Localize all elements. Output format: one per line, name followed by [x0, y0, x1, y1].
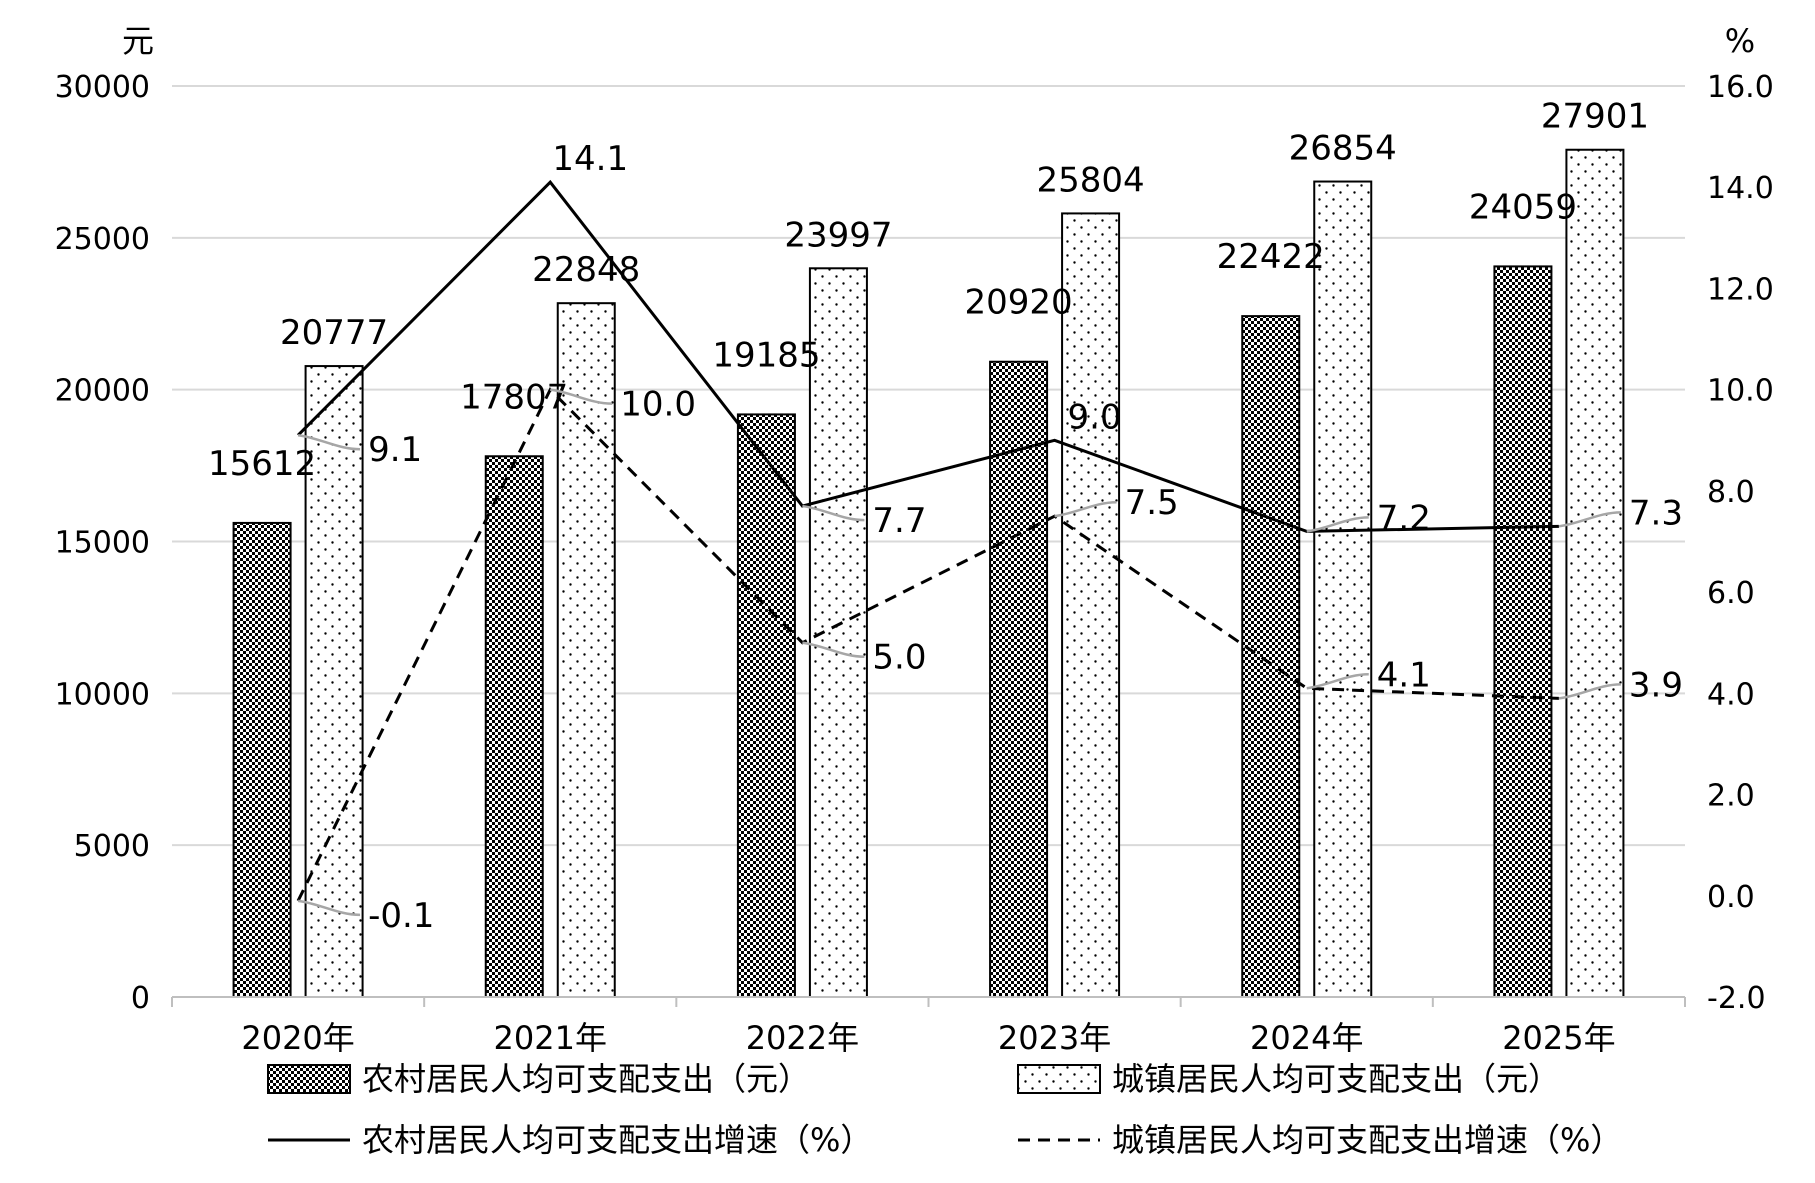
bar [1061, 212, 1121, 999]
x-tick-label: 2025年 [1502, 1019, 1615, 1057]
line-value-label: 7.3 [1629, 493, 1683, 533]
left-tick-label: 10000 [55, 677, 150, 712]
leader-line [1054, 500, 1117, 518]
leader-line [1558, 511, 1621, 528]
line-value-label: 7.2 [1377, 498, 1431, 538]
right-tick-label: 10.0 [1707, 374, 1774, 409]
left-tick-label: 25000 [55, 222, 150, 257]
right-axis-unit: % [1725, 22, 1755, 60]
x-tick-label: 2020年 [241, 1019, 354, 1057]
bar-value-label: 22848 [532, 250, 640, 290]
bar [232, 521, 292, 998]
legend-swatch [1017, 1064, 1101, 1094]
bar-value-label: 26854 [1289, 129, 1397, 169]
legend-label: 农村居民人均可支配支出增速（%） [362, 1121, 872, 1159]
legend-swatch [267, 1064, 351, 1094]
line-value-label: 9.1 [368, 430, 422, 470]
right-tick-label: 2.0 [1707, 779, 1755, 814]
bar [736, 413, 796, 998]
leader-line [550, 388, 613, 405]
leader-line [802, 641, 865, 658]
series-line [297, 179, 1559, 533]
bar-value-label: 25804 [1036, 160, 1144, 200]
left-tick-label: 20000 [55, 374, 150, 409]
bars [232, 148, 1625, 999]
series-line [296, 387, 1559, 902]
bar-value-label: 23997 [784, 215, 892, 255]
x-tick-label: 2021年 [494, 1019, 607, 1057]
left-tick-label: 0 [131, 981, 150, 1016]
line-value-label: 7.7 [872, 501, 926, 541]
left-axis-unit: 元 [122, 22, 154, 60]
x-tick-label: 2023年 [998, 1019, 1111, 1057]
right-tick-label: 14.0 [1707, 171, 1774, 206]
line-value-label: 4.1 [1377, 655, 1431, 695]
bar-value-label: 19185 [712, 335, 820, 375]
line-value-label: 9.0 [1068, 397, 1122, 437]
bar [808, 267, 868, 999]
series-lines [296, 179, 1559, 902]
leader-line [1558, 683, 1621, 700]
x-tick-label: 2024年 [1250, 1019, 1363, 1057]
bar-value-label: 15612 [208, 444, 316, 484]
left-tick-label: 5000 [74, 829, 150, 864]
bar [556, 302, 616, 999]
line-value-label: 10.0 [620, 385, 696, 425]
left-tick-label: 30000 [55, 70, 150, 105]
bar [1493, 265, 1553, 998]
bar-value-label: 20920 [964, 283, 1072, 323]
leader-line [1306, 673, 1369, 690]
bar [484, 455, 544, 999]
leader-line [297, 899, 361, 917]
line-value-label: 3.9 [1629, 665, 1683, 705]
legend-label: 城镇居民人均可支配支出（元） [1112, 1060, 1560, 1098]
leader-line [1306, 516, 1369, 533]
right-tick-label: 0.0 [1707, 880, 1755, 915]
line-value-label: 5.0 [872, 638, 926, 678]
bar [1313, 180, 1373, 999]
bar-value-label: 20777 [280, 313, 388, 353]
right-tick-label: 12.0 [1707, 272, 1774, 307]
right-tick-label: 4.0 [1707, 677, 1755, 712]
bar [1241, 315, 1301, 998]
legend-label: 城镇居民人均可支配支出增速（%） [1112, 1121, 1622, 1159]
data-labels: 15612 17807 19185 20920 22422 24059 20777 22848… [208, 97, 1683, 936]
legend-label: 农村居民人均可支配支出（元） [362, 1060, 810, 1098]
bar-value-label: 22422 [1217, 237, 1325, 277]
bar-value-label: 17807 [460, 377, 568, 417]
bar-value-label: 27901 [1541, 97, 1649, 137]
x-tick-label: 2022年 [746, 1019, 859, 1057]
line-value-label: 14.1 [552, 139, 628, 179]
bar-value-label: 24059 [1469, 187, 1577, 227]
right-tick-label: 16.0 [1707, 70, 1774, 105]
line-value-label: -0.1 [368, 896, 434, 936]
bar [1565, 148, 1625, 999]
right-tick-label: -2.0 [1707, 981, 1766, 1016]
left-tick-label: 15000 [55, 526, 150, 561]
line-value-label: 7.5 [1125, 483, 1179, 523]
axes: 0 5000 10000 15000 20000 25000 30000 -2.0 0.0 2.0… [55, 22, 1774, 1057]
right-tick-label: 8.0 [1707, 475, 1755, 510]
bar [989, 360, 1049, 999]
leader-line [297, 433, 361, 451]
legend: 农村居民人均可支配支出（元） 城镇居民人均可支配支出（元） 农村居民人均可支配支出增… [267, 1060, 1622, 1159]
right-tick-label: 6.0 [1707, 576, 1755, 611]
leader-line [802, 504, 865, 522]
grid-lines [172, 85, 1685, 847]
